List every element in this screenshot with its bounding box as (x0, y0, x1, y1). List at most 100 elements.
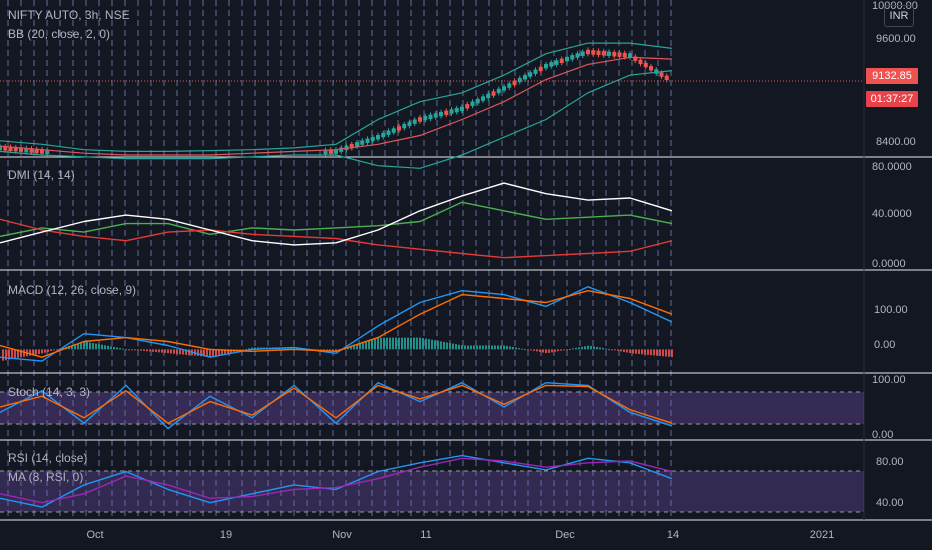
macd-histogram-bar (548, 349, 550, 353)
macd-histogram-bar (608, 349, 610, 350)
macd-histogram-bar (167, 349, 169, 353)
macd-histogram-bar (53, 349, 55, 350)
x-label-nov: Nov (332, 529, 352, 541)
macd-histogram-bar (92, 343, 94, 349)
candle (644, 63, 648, 67)
macd-histogram-bar (479, 345, 481, 349)
macd-histogram-bar (197, 349, 199, 356)
candle (392, 128, 396, 132)
rsi-tick-80: 80.00 (876, 456, 904, 468)
macd-histogram-bar (131, 349, 133, 350)
dmi-series-adx (0, 183, 672, 245)
x-label-11: 11 (420, 529, 431, 541)
macd-histogram-bar (173, 349, 175, 353)
candle (450, 109, 454, 113)
macd-histogram-bar (431, 340, 433, 350)
macd-histogram-bar (656, 349, 658, 355)
macd-histogram-bar (512, 347, 514, 349)
candle (376, 135, 380, 139)
macd-histogram-bar (521, 349, 523, 350)
macd-histogram-bar (110, 346, 112, 349)
macd-histogram-bar (143, 349, 145, 351)
candle (366, 139, 370, 143)
candle (418, 117, 422, 121)
macd-histogram-bar (551, 349, 553, 352)
macd-histogram-bar (413, 338, 415, 350)
macd-histogram-bar (161, 349, 163, 352)
candle (465, 104, 469, 108)
macd-histogram-bar (569, 349, 571, 350)
macd-histogram-bar (170, 349, 172, 353)
macd-histogram-bar (359, 344, 361, 350)
candle (607, 52, 611, 56)
macd-histogram-bar (605, 349, 607, 350)
x-label-14: 14 (667, 529, 679, 541)
macd-histogram-bar (401, 338, 403, 350)
macd-histogram-bar (416, 338, 418, 350)
candle (586, 50, 590, 54)
macd-histogram-bar (527, 349, 529, 350)
candle (387, 131, 391, 135)
macd-histogram-bar (386, 338, 388, 350)
macd-histogram-bar (83, 342, 85, 350)
macd-histogram-bar (500, 345, 502, 349)
macd-histogram-bar (44, 349, 46, 352)
candle (539, 67, 543, 71)
candle (429, 115, 433, 119)
macd-histogram-bar (641, 349, 643, 354)
candle (570, 55, 574, 59)
candle (597, 51, 601, 55)
candle (434, 113, 438, 117)
macd-histogram-bar (176, 349, 178, 354)
macd-histogram-bar (428, 339, 430, 349)
bb-legend[interactable]: BB (20, close, 2, 0) (8, 27, 110, 41)
dmi-series--di (0, 219, 672, 257)
macd-histogram-bar (572, 348, 574, 349)
macd-histogram-bar (422, 338, 424, 349)
candle (623, 53, 627, 57)
x-label-oct: Oct (86, 529, 103, 541)
candle (423, 116, 427, 120)
macd-histogram-bar (2, 349, 4, 360)
price-tick-8400: 8400.00 (876, 136, 916, 148)
macd-legend[interactable]: MACD (12, 26, close, 9) (8, 283, 136, 297)
macd-histogram-bar (617, 349, 619, 350)
macd-histogram-bar (518, 348, 520, 349)
macd-histogram-bar (101, 345, 103, 350)
macd-histogram-bar (539, 349, 541, 352)
candle (518, 78, 522, 82)
candle (371, 137, 375, 141)
candle (492, 91, 496, 95)
macd-histogram-bar (593, 346, 595, 349)
macd-histogram-bar (377, 338, 379, 349)
macd-histogram-bar (419, 338, 421, 350)
candle (591, 50, 595, 54)
candle (460, 107, 464, 111)
macd-histogram-bar (473, 345, 475, 349)
macd-histogram-bar (371, 340, 373, 349)
macd-histogram-bar (440, 341, 442, 349)
macd-tick-0: 0.00 (874, 339, 895, 351)
macd-histogram-bar (389, 338, 391, 350)
macd-series-signal (0, 291, 672, 358)
currency-toggle[interactable]: INR (884, 5, 914, 27)
rsi-ma-legend[interactable]: MA (8, RSI, 0) (8, 470, 83, 484)
candle (660, 72, 664, 76)
macd-histogram-bar (152, 349, 154, 351)
dmi-legend[interactable]: DMI (14, 14) (8, 168, 75, 182)
macd-histogram-bar (212, 349, 214, 356)
rsi-legend[interactable]: RSI (14, close) (8, 451, 87, 465)
macd-histogram-bar (524, 349, 526, 350)
stoch-legend[interactable]: Stoch (14, 3, 3) (8, 385, 90, 399)
macd-histogram-bar (497, 345, 499, 349)
macd-histogram-bar (164, 349, 166, 353)
macd-histogram-bar (536, 349, 538, 351)
macd-histogram-bar (137, 349, 139, 350)
macd-histogram-bar (398, 338, 400, 350)
macd-histogram-bar (638, 349, 640, 354)
macd-histogram-bar (464, 345, 466, 349)
macd-histogram-bar (587, 346, 589, 350)
macd-histogram-bar (107, 346, 109, 350)
macd-histogram-bar (119, 348, 121, 349)
